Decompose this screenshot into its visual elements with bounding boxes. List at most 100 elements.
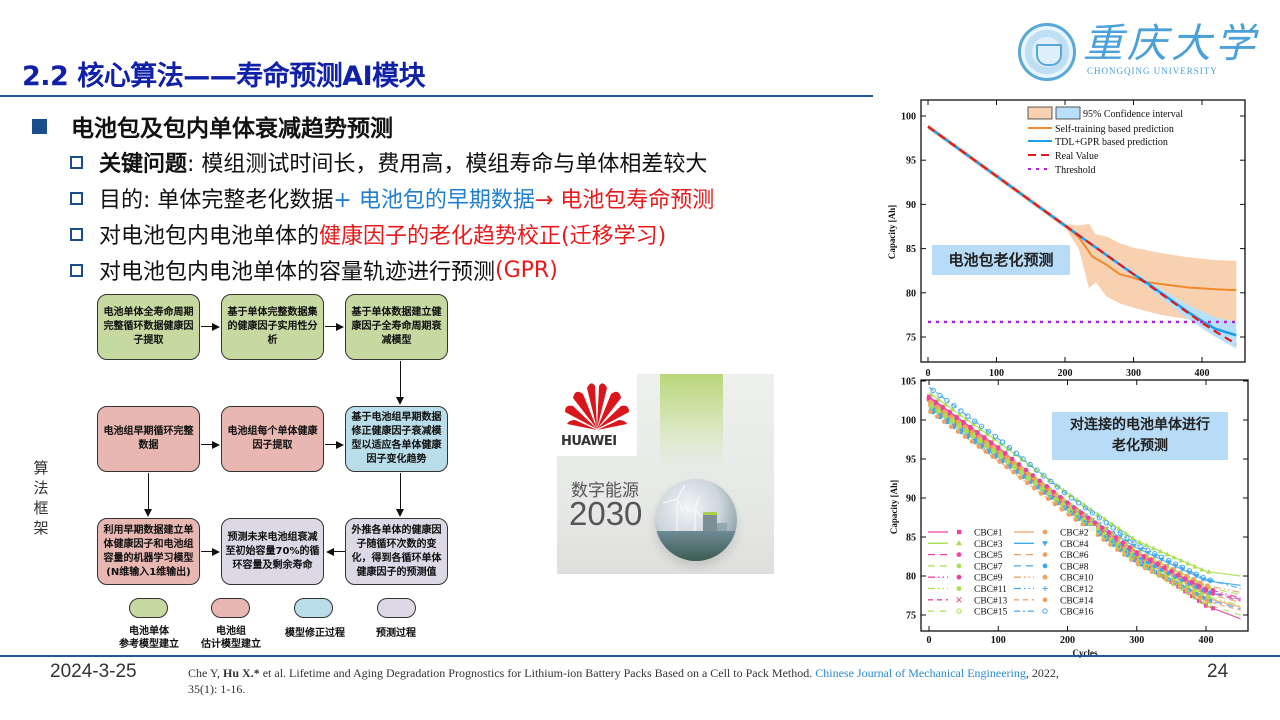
title-divider — [0, 95, 873, 97]
svg-text:400: 400 — [1195, 368, 1210, 379]
sub-bullet-text: 对电池包内电池单体的容量轨迹进行预测 — [99, 260, 496, 285]
hollow-square-bullet-icon — [70, 191, 83, 205]
sub-bullet-text: 目的: 单体完整老化数据 — [99, 188, 334, 213]
svg-text:100: 100 — [901, 416, 916, 427]
sub-bullet-text: 对电池包内电池单体的 — [99, 224, 320, 249]
svg-text:105: 105 — [901, 377, 916, 388]
flow-arrow — [400, 473, 402, 511]
huawei-digital-power-image: HUAWEI 数字能源 2030 — [557, 374, 774, 574]
legend-tdl-gpr-label: TDL+GPR based prediction — [1055, 137, 1168, 148]
svg-text:CBC#4: CBC#4 — [1060, 540, 1089, 550]
flow-box-model-correction: 基于电池组早期数据修正健康因子衰减模型以适应各单体健康因子变化趋势 — [345, 406, 448, 472]
legend-label-model-correction: 模型修正过程 — [285, 628, 345, 639]
flow-arrow — [400, 361, 402, 399]
sub-bullet: 关键问题: 模组测试时间长，费用高，模组寿命与单体相差较大 — [70, 144, 714, 180]
svg-text:CBC#16: CBC#16 — [1060, 608, 1094, 618]
cell-legend: CBC#1 CBC#2 CBC#3 CBC#4 CBC#5 CBC#6 CBC#7 CBC#8… — [926, 526, 1096, 618]
flow-box-extrapolation: 外推各单体的健康因子随循环次数的变化，得到各循环单体健康因子的预测值 — [345, 518, 448, 585]
legend-swatch-prediction — [377, 598, 416, 618]
sub-bullet-text: → 电池包寿命预测 — [534, 188, 715, 213]
svg-text:CBC#6: CBC#6 — [1060, 551, 1089, 561]
hollow-square-bullet-icon — [70, 227, 83, 241]
svg-text:300: 300 — [1126, 368, 1141, 379]
flow-arrow — [201, 551, 214, 553]
svg-text:100: 100 — [991, 635, 1006, 646]
sub-bullet: 对电池包内电池单体的容量轨迹进行预测 (GPR) — [70, 252, 714, 288]
svg-text:90: 90 — [906, 494, 916, 505]
svg-text:CBC#8: CBC#8 — [1060, 562, 1089, 572]
logo-english-name: CHONGQING UNIVERSITY — [1087, 66, 1218, 76]
cell-capacity-chart: 0 100 200 300 400 75 80 85 90 95 100 105 Capacity [… — [880, 372, 1260, 660]
hollow-square-bullet-icon — [70, 263, 83, 277]
svg-text:CBC#3: CBC#3 — [974, 540, 1003, 550]
legend-real-value-label: Real Value — [1055, 151, 1099, 162]
flow-box-ml-model: 利用早期数据建立单体健康因子和电池组容量的机器学习模型(N维输入1维输出) — [97, 518, 200, 585]
flow-arrow — [325, 444, 338, 446]
self-training-ci-swatch — [1027, 106, 1053, 120]
bullet-list: 电池包及包内单体衰减趋势预测 关键问题: 模组测试时间长，费用高，模组寿命与单体… — [32, 108, 714, 288]
legend-label-prediction: 预测过程 — [376, 628, 416, 639]
citation-authors: Che Y, — [188, 666, 224, 680]
footer-divider — [0, 655, 1280, 657]
sub-bullet-text: : 模组测试时间长，费用高，模组寿命与单体相差较大 — [187, 152, 708, 177]
legend-self-training-label: Self-training based prediction — [1055, 124, 1174, 135]
svg-text:0: 0 — [926, 368, 931, 379]
svg-text:CBC#12: CBC#12 — [1060, 585, 1094, 595]
svg-text:100: 100 — [901, 112, 916, 123]
arrow-head-icon — [144, 509, 152, 517]
university-logo: 重庆大学 CHONGQING UNIVERSITY — [1017, 18, 1255, 82]
sub-bullet-text: 健康因子的老化趋势校正(迁移学习) — [319, 224, 667, 249]
arrow-head-icon — [326, 548, 334, 556]
sub-bullet-text: 关键问题 — [99, 152, 188, 177]
arrow-head-icon — [396, 397, 404, 405]
citation-title: et al. Lifetime and Aging Degradation Pr… — [259, 666, 816, 680]
pack-capacity-plot: 0 100 200 300 400 75 80 85 90 95 100 Capacity [Ah]… — [887, 99, 1246, 379]
arrow-head-icon — [212, 323, 220, 331]
hollow-square-bullet-icon — [70, 155, 83, 169]
chart-legend: 95% Confidence interval Self-training ba… — [1027, 106, 1183, 176]
flow-box-cell-data-extraction: 电池单体全寿命周期完整循环数据健康因子提取 — [97, 294, 200, 360]
arrow-head-icon — [396, 509, 404, 517]
presentation-date: 2024-3-25 — [50, 661, 137, 682]
citation-journal-link[interactable]: Chinese Journal of Mechanical Engineerin… — [815, 666, 1026, 680]
legend-label-pack-estimation-model: 电池组 估计模型建立 — [201, 626, 261, 650]
sub-bullet-text: + 电池包的早期数据 — [333, 188, 535, 213]
energy-globe-graphic — [655, 479, 737, 561]
svg-text:CBC#9: CBC#9 — [974, 574, 1003, 584]
svg-text:0: 0 — [927, 635, 932, 646]
huawei-logo: HUAWEI — [557, 374, 637, 456]
real-value-line — [927, 125, 1237, 346]
svg-text:75: 75 — [906, 333, 916, 344]
digital-power-slogan: 数字能源 — [571, 481, 639, 501]
svg-text:95: 95 — [906, 156, 916, 167]
svg-text:100: 100 — [989, 368, 1004, 379]
self-training-confidence-band — [928, 123, 1237, 322]
plot-frame — [920, 99, 1246, 363]
flow-box-pack-cell-extraction: 电池组每个单体健康因子提取 — [221, 406, 324, 472]
algorithm-framework-label: 算法框架 — [33, 459, 49, 537]
university-emblem-icon — [1018, 23, 1076, 81]
svg-text:400: 400 — [1199, 635, 1214, 646]
pack-aging-annotation: 电池包老化预测 — [932, 245, 1070, 275]
svg-text:CBC#14: CBC#14 — [1060, 596, 1094, 606]
main-bullet: 电池包及包内单体衰减趋势预测 — [32, 108, 714, 144]
logo-chinese-name: 重庆大学 — [1083, 21, 1259, 67]
svg-text:200: 200 — [1058, 368, 1073, 379]
legend-threshold-label: Threshold — [1055, 165, 1096, 176]
flow-box-health-factor-analysis: 基于单体完整数据集的健康因子实用性分析 — [221, 294, 324, 360]
svg-text:90: 90 — [906, 200, 916, 211]
x-axis-label: Cycles — [1073, 648, 1098, 658]
arrow-head-icon — [336, 441, 344, 449]
plot-frame — [920, 379, 1249, 632]
sub-bullet-text: (GPR) — [495, 257, 558, 283]
svg-text:80: 80 — [906, 572, 916, 583]
svg-text:95: 95 — [906, 455, 916, 466]
svg-text:80: 80 — [906, 288, 916, 299]
arrow-head-icon — [212, 548, 220, 556]
svg-text:85: 85 — [906, 244, 916, 255]
arrow-head-icon — [336, 323, 344, 331]
flow-arrow — [325, 326, 338, 328]
svg-text:CBC#10: CBC#10 — [1060, 574, 1094, 584]
svg-text:CBC#7: CBC#7 — [974, 562, 1003, 572]
svg-text:CBC#15: CBC#15 — [974, 608, 1008, 618]
